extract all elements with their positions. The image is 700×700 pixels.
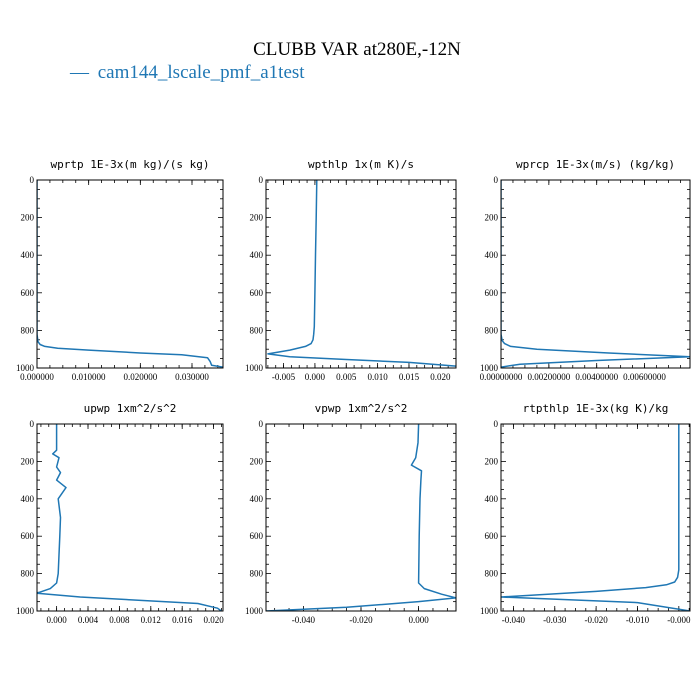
y-tick-label: 400	[485, 494, 499, 504]
plot-frame	[265, 423, 457, 612]
y-tick-label: 200	[21, 213, 35, 223]
x-tick-label: 0.000	[305, 372, 326, 382]
y-tick-label: 800	[250, 569, 264, 579]
y-tick-label: 0	[259, 175, 264, 185]
y-tick-label: 200	[250, 456, 264, 466]
x-tick-label: -0.010	[626, 615, 650, 625]
y-tick-label: 1000	[480, 363, 499, 373]
x-tick-label: 0.020	[430, 372, 451, 382]
x-tick-label: 0.020000	[123, 372, 157, 382]
y-tick-label: 200	[485, 213, 499, 223]
y-tick-label: 0	[259, 419, 264, 429]
series-line	[37, 424, 222, 611]
panel-title: rtpthlp 1E-3x(kg K)/kg	[523, 402, 669, 415]
series-line	[501, 424, 690, 611]
y-tick-label: 800	[21, 325, 35, 335]
plot-frame	[265, 179, 457, 369]
x-tick-label: -0.000	[667, 615, 691, 625]
x-tick-label: 0.00400000	[575, 372, 618, 382]
y-tick-label: 1000	[16, 363, 35, 373]
y-tick-label: 800	[485, 569, 499, 579]
x-tick-label: -0.005	[272, 372, 296, 382]
y-tick-label: 1000	[245, 363, 264, 373]
x-tick-label: 0.010	[367, 372, 388, 382]
y-tick-label: 400	[21, 494, 35, 504]
y-tick-label: 600	[485, 531, 499, 541]
y-tick-label: 1000	[480, 606, 499, 616]
x-tick-label: 0.000	[46, 615, 67, 625]
y-tick-label: 0	[30, 175, 35, 185]
y-tick-label: 1000	[245, 606, 264, 616]
x-tick-label: 0.008	[109, 615, 130, 625]
series-line	[267, 180, 456, 367]
x-tick-label: 0.016	[172, 615, 193, 625]
y-tick-label: 400	[485, 250, 499, 260]
y-tick-label: 400	[21, 250, 35, 260]
panels: wprtp 1E-3x(m kg)/(s kg) 0 200 400 600 800 100…	[16, 158, 691, 625]
panel-3: wprcp 1E-3x(m/s) (kg/kg) 0 200 400 600 800 100…	[480, 158, 691, 382]
x-tick-label: 0.00200000	[527, 372, 570, 382]
plot-frame	[500, 179, 691, 369]
x-tick-label: -0.020	[584, 615, 608, 625]
panel-4: upwp 1xm^2/s^2 0 200 400 600 800 1000 0.000 0.00…	[16, 402, 224, 625]
x-tick-label: -0.040	[502, 615, 526, 625]
x-tick-label: 0.030000	[175, 372, 209, 382]
y-tick-label: 400	[250, 494, 264, 504]
y-tick-label: 600	[485, 288, 499, 298]
x-tick-label: 0.005	[336, 372, 357, 382]
series-line	[501, 180, 690, 368]
y-tick-label: 600	[250, 531, 264, 541]
y-tick-label: 0	[494, 175, 499, 185]
legend-line-symbol: —	[69, 62, 90, 83]
x-tick-label: 0.020	[203, 615, 224, 625]
x-tick-label: 0.015	[399, 372, 420, 382]
panel-title: upwp 1xm^2/s^2	[84, 402, 177, 415]
panel-1: wprtp 1E-3x(m kg)/(s kg) 0 200 400 600 800 100…	[16, 158, 224, 382]
y-tick-label: 200	[485, 456, 499, 466]
panel-6: rtpthlp 1E-3x(kg K)/kg02004006008001000-…	[480, 402, 691, 625]
x-tick-label: -0.030	[543, 615, 567, 625]
y-tick-label: 600	[21, 288, 35, 298]
panel-5: vpwp 1xm^2/s^2 0 200 400 600 800 1000 -0.040 -0.…	[245, 402, 457, 625]
y-tick-label: 0	[494, 419, 499, 429]
x-tick-label: 0.00600000	[623, 372, 666, 382]
legend-entry: — cam144_lscale_pmf_a1test	[69, 62, 305, 83]
x-tick-label: 0.000000	[20, 372, 54, 382]
y-tick-label: 200	[21, 456, 35, 466]
plot-frame	[36, 423, 224, 612]
plot-frame	[36, 179, 224, 369]
x-tick-label: 0.010000	[72, 372, 106, 382]
figure-title: CLUBB VAR at280E,-12N	[253, 39, 461, 60]
y-tick-label: 800	[21, 569, 35, 579]
y-tick-label: 600	[21, 531, 35, 541]
x-tick-label: 0.000	[408, 615, 429, 625]
y-tick-label: 200	[250, 213, 264, 223]
y-tick-label: 800	[250, 325, 264, 335]
y-tick-label: 0	[30, 419, 35, 429]
series-line	[266, 424, 456, 611]
panel-2: wpthlp 1x(m K)/s 0 200 400 600 800 1000 -0.005 0…	[245, 158, 457, 382]
y-tick-label: 1000	[16, 606, 35, 616]
y-tick-label: 400	[250, 250, 264, 260]
panel-title: wprcp 1E-3x(m/s) (kg/kg)	[516, 158, 675, 171]
x-tick-label: 0.004	[78, 615, 99, 625]
panel-title: wprtp 1E-3x(m kg)/(s kg)	[51, 158, 210, 171]
y-tick-label: 800	[485, 325, 499, 335]
x-tick-label: 0.012	[141, 615, 161, 625]
panel-title: vpwp 1xm^2/s^2	[315, 402, 408, 415]
series-line	[37, 180, 223, 368]
panel-title: wpthlp 1x(m K)/s	[308, 158, 414, 171]
x-tick-label: -0.020	[349, 615, 373, 625]
x-tick-label: -0.040	[292, 615, 316, 625]
plot-frame	[500, 423, 691, 612]
y-tick-label: 600	[250, 288, 264, 298]
x-tick-label: 0.00000000	[480, 372, 523, 382]
legend-label: cam144_lscale_pmf_a1test	[98, 62, 306, 83]
